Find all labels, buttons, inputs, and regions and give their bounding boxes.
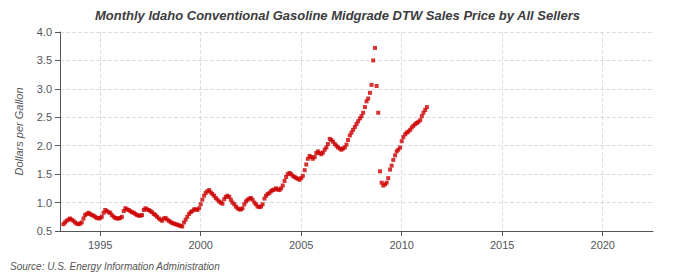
svg-text:3.0: 3.0	[37, 83, 52, 95]
svg-text:2.5: 2.5	[37, 111, 52, 123]
svg-text:1.0: 1.0	[37, 197, 52, 209]
svg-text:2010: 2010	[389, 239, 413, 251]
svg-text:Dollars per Gallon: Dollars per Gallon	[13, 87, 25, 175]
svg-text:4.0: 4.0	[37, 26, 52, 38]
svg-text:1995: 1995	[88, 239, 112, 251]
svg-text:2000: 2000	[188, 239, 212, 251]
svg-text:0.5: 0.5	[37, 225, 52, 237]
svg-text:1.5: 1.5	[37, 168, 52, 180]
svg-text:3.5: 3.5	[37, 54, 52, 66]
svg-text:2.0: 2.0	[37, 140, 52, 152]
svg-text:Monthly Idaho Conventional Gas: Monthly Idaho Conventional Gasoline Midg…	[95, 8, 580, 23]
svg-text:2020: 2020	[591, 239, 615, 251]
svg-text:Source: U.S. Energy Informatio: Source: U.S. Energy Information Administ…	[10, 261, 220, 272]
svg-text:2015: 2015	[490, 239, 514, 251]
svg-text:2005: 2005	[289, 239, 313, 251]
